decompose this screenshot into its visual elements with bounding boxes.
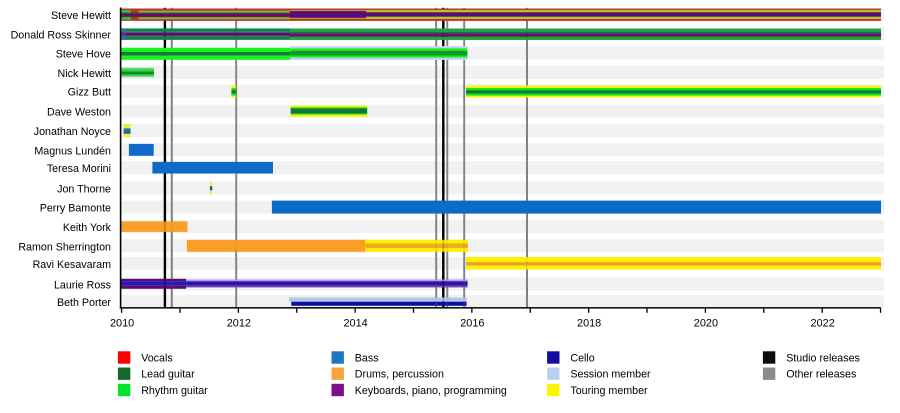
svg-text:Ravi Kesavaram: Ravi Kesavaram bbox=[33, 259, 112, 271]
svg-text:Steve Hove: Steve Hove bbox=[56, 49, 111, 61]
svg-text:Cello: Cello bbox=[570, 353, 594, 365]
svg-text:2010: 2010 bbox=[110, 318, 134, 330]
svg-text:Lead guitar: Lead guitar bbox=[141, 369, 195, 381]
svg-text:2020: 2020 bbox=[694, 318, 718, 330]
svg-text:Rhythm guitar: Rhythm guitar bbox=[141, 385, 208, 397]
svg-text:2012: 2012 bbox=[227, 318, 251, 330]
svg-text:Jonathan Noyce: Jonathan Noyce bbox=[34, 126, 111, 138]
svg-text:Ramon Sherrington: Ramon Sherrington bbox=[18, 241, 111, 253]
svg-text:Gizz Butt: Gizz Butt bbox=[68, 87, 111, 99]
svg-text:Donald Ross Skinner: Donald Ross Skinner bbox=[11, 30, 112, 42]
svg-text:Session member: Session member bbox=[570, 369, 651, 381]
svg-text:Drums, percussion: Drums, percussion bbox=[355, 369, 444, 381]
svg-text:Vocals: Vocals bbox=[141, 353, 173, 365]
svg-text:Teresa Morini: Teresa Morini bbox=[47, 163, 111, 175]
svg-text:Magnus Lundén: Magnus Lundén bbox=[34, 145, 111, 157]
svg-text:Other releases: Other releases bbox=[786, 369, 856, 381]
svg-text:Perry Bamonte: Perry Bamonte bbox=[40, 203, 111, 215]
svg-text:2018: 2018 bbox=[577, 318, 601, 330]
svg-text:Laurie Ross: Laurie Ross bbox=[54, 279, 111, 291]
svg-text:2014: 2014 bbox=[344, 318, 368, 330]
svg-text:Bass: Bass bbox=[355, 353, 379, 365]
svg-text:2016: 2016 bbox=[460, 318, 484, 330]
svg-text:Touring member: Touring member bbox=[570, 385, 648, 397]
svg-text:Beth Porter: Beth Porter bbox=[57, 297, 111, 309]
svg-text:Keith York: Keith York bbox=[63, 222, 112, 234]
svg-text:2022: 2022 bbox=[811, 318, 835, 330]
svg-text:Keyboards, piano, programming: Keyboards, piano, programming bbox=[355, 385, 507, 397]
svg-text:Jon Thorne: Jon Thorne bbox=[57, 184, 111, 196]
svg-text:Dave Weston: Dave Weston bbox=[47, 107, 111, 119]
svg-text:Nick Hewitt: Nick Hewitt bbox=[58, 68, 111, 80]
svg-text:Studio releases: Studio releases bbox=[786, 353, 860, 365]
svg-text:Steve Hewitt: Steve Hewitt bbox=[51, 10, 111, 22]
